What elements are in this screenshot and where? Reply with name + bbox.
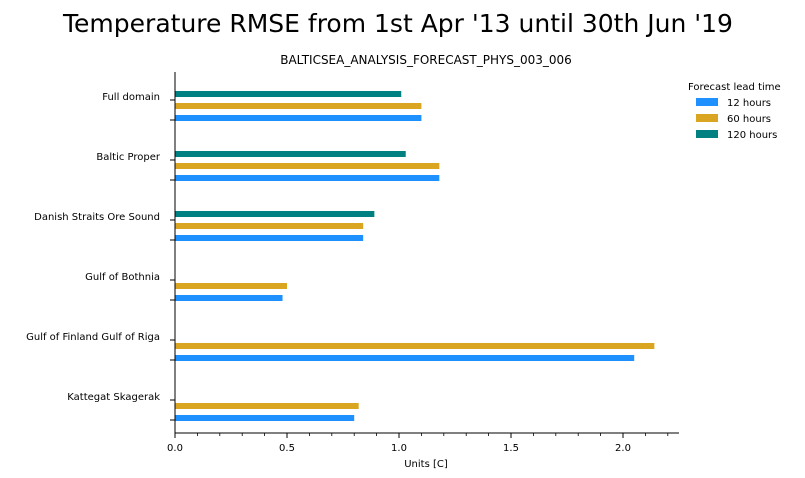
legend-label: 120 hours (727, 130, 777, 141)
legend-swatch-12-hours (696, 98, 718, 106)
legend-label: 60 hours (727, 114, 771, 125)
y-tick-label: Kattegat Skagerak (67, 392, 160, 403)
bar-12-hours-3 (175, 295, 283, 301)
chart-subtitle: BALTICSEA_ANALYSIS_FORECAST_PHYS_003_006 (280, 53, 572, 67)
bar-12-hours-1 (175, 175, 440, 181)
legend-swatch-120-hours (696, 130, 718, 138)
bar-12-hours-0 (175, 115, 422, 121)
bar-120-hours-0 (175, 91, 402, 97)
x-axis-label: Units [C] (404, 459, 448, 470)
legend-swatch-60-hours (696, 114, 718, 122)
bar-60-hours-4 (175, 343, 655, 349)
legend: Forecast lead time 12 hours 60 hours 120 h… (688, 82, 781, 141)
plot-area (175, 91, 655, 421)
legend-label: 12 hours (727, 98, 771, 109)
y-tick-label: Baltic Proper (96, 152, 161, 163)
bar-12-hours-2 (175, 235, 364, 241)
bar-60-hours-0 (175, 103, 422, 109)
bar-60-hours-3 (175, 283, 287, 289)
y-ticks: Full domain Baltic Proper Danish Straits O… (26, 92, 175, 421)
x-tick-label: 0.5 (279, 443, 295, 454)
bar-12-hours-4 (175, 355, 635, 361)
bar-12-hours-5 (175, 415, 355, 421)
x-tick-label: 1.0 (391, 443, 407, 454)
bar-120-hours-2 (175, 211, 375, 217)
bar-60-hours-5 (175, 403, 359, 409)
y-tick-label: Gulf of Bothnia (85, 272, 160, 283)
bar-120-hours-1 (175, 151, 406, 157)
x-tick-label: 0.0 (167, 443, 183, 454)
y-tick-label: Danish Straits Ore Sound (34, 212, 160, 223)
bar-60-hours-1 (175, 163, 440, 169)
chart-title: Temperature RMSE from 1st Apr '13 until … (62, 9, 733, 38)
y-tick-label: Full domain (102, 92, 160, 103)
y-tick-label: Gulf of Finland Gulf of Riga (26, 332, 160, 343)
legend-title: Forecast lead time (688, 82, 781, 93)
x-tick-label: 2.0 (615, 443, 631, 454)
x-tick-label: 1.5 (503, 443, 519, 454)
bar-60-hours-2 (175, 223, 364, 229)
x-ticks: 0.0 0.5 1.0 1.5 2.0 (167, 433, 669, 454)
